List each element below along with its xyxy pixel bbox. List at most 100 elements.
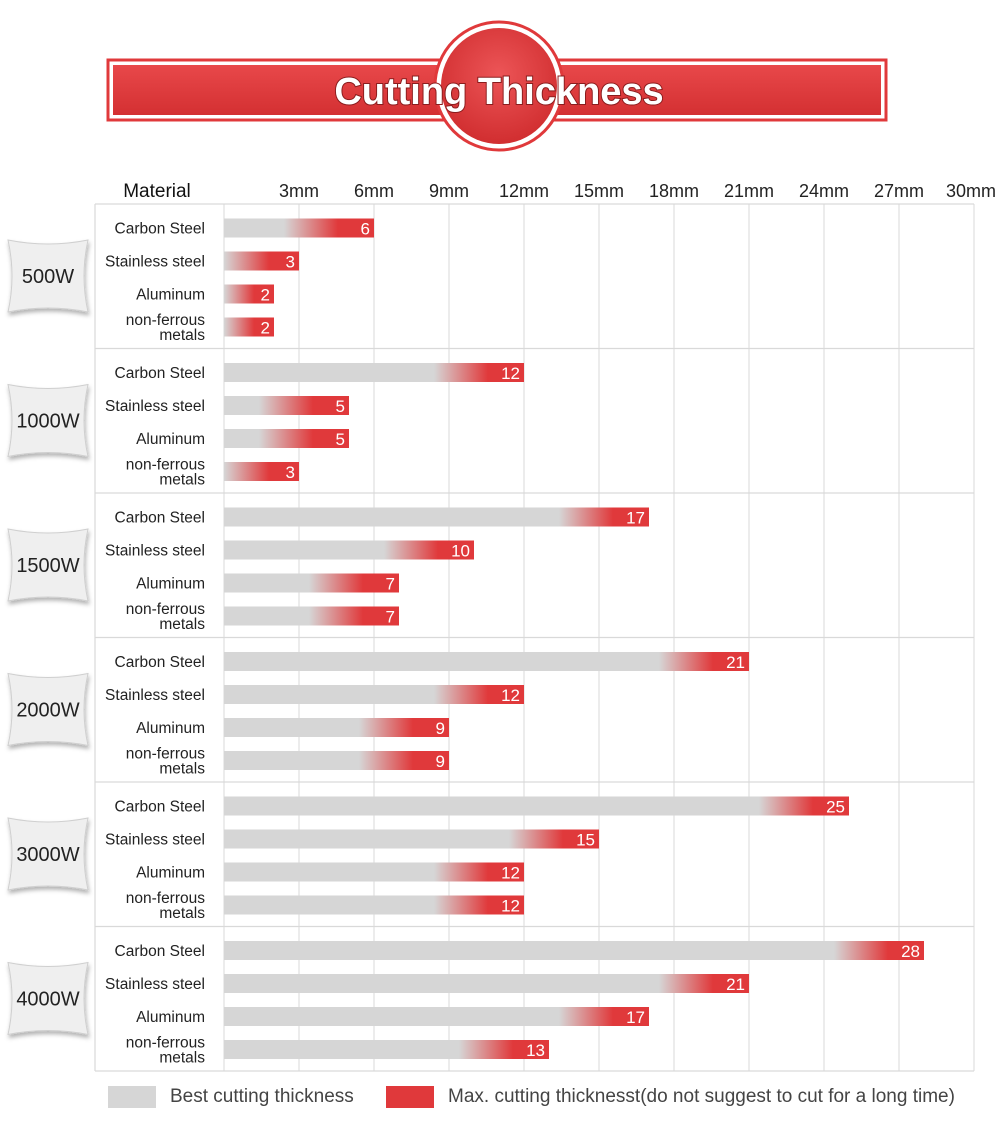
- material-label: non-ferrous: [126, 1035, 206, 1052]
- material-label: Stainless steel: [105, 832, 205, 849]
- x-tick-label: 3mm: [279, 181, 319, 201]
- bar-max: [413, 718, 449, 737]
- material-label: non-ferrous: [126, 746, 206, 763]
- bar-transition: [434, 895, 488, 915]
- bar-value-label: 9: [436, 719, 445, 738]
- bar-transition: [309, 573, 363, 593]
- legend-item-max: Max. cutting thicknesst(do not suggest t…: [386, 1084, 955, 1110]
- bar-value-label: 12: [501, 897, 520, 916]
- bar-value-label: 15: [576, 831, 595, 850]
- x-tick-label: 24mm: [799, 181, 849, 201]
- bar-best: [224, 829, 509, 849]
- legend-swatch-best: [108, 1086, 156, 1108]
- bar-max: [488, 862, 524, 882]
- bar-transition: [509, 829, 563, 849]
- bar-best: [224, 396, 259, 415]
- material-label: metals: [159, 905, 205, 922]
- bar-max: [363, 606, 399, 626]
- bar-transition: [384, 540, 438, 560]
- bar-value-label: 25: [826, 798, 845, 817]
- bar-transition: [434, 363, 488, 382]
- bar-value-label: 12: [501, 864, 520, 883]
- bar-best: [224, 974, 659, 993]
- bar-max: [488, 685, 524, 704]
- bar-value-label: 21: [726, 653, 745, 672]
- material-label: Carbon Steel: [115, 365, 205, 382]
- bar-transition: [259, 429, 313, 448]
- bar-value-label: 9: [436, 752, 445, 771]
- bar-value-label: 13: [526, 1041, 545, 1060]
- material-label: Aluminum: [136, 287, 205, 304]
- bar-max: [488, 363, 524, 382]
- bar-value-label: 12: [501, 364, 520, 383]
- bar-best: [224, 652, 659, 671]
- power-label: 500W: [22, 266, 74, 288]
- bar-max: [363, 573, 399, 593]
- bar-best: [224, 1007, 559, 1026]
- bar-best: [224, 507, 559, 527]
- bar-max: [813, 796, 849, 816]
- x-tick-label: 21mm: [724, 181, 774, 201]
- bar-value-label: 6: [361, 220, 370, 239]
- bar-transition: [559, 507, 613, 527]
- legend-label-best: Best cutting thickness: [170, 1086, 354, 1107]
- x-tick-label: 12mm: [499, 181, 549, 201]
- bar-value-label: 7: [386, 608, 395, 627]
- material-label: metals: [159, 472, 205, 489]
- power-label: 2000W: [16, 700, 79, 722]
- bar-best: [224, 218, 284, 238]
- bar-best: [224, 796, 759, 816]
- bar-transition: [659, 652, 713, 671]
- bar-value-label: 17: [626, 1008, 645, 1027]
- bar-best: [224, 941, 834, 960]
- bar-best: [224, 895, 434, 915]
- banner-circle: [441, 28, 557, 144]
- bar-transition: [224, 317, 254, 337]
- bar-best: [224, 751, 359, 770]
- x-tick-label: 27mm: [874, 181, 924, 201]
- bar-best: [224, 363, 434, 382]
- material-label: Carbon Steel: [115, 510, 205, 527]
- bar-max: [413, 751, 449, 770]
- material-label: Carbon Steel: [115, 221, 205, 238]
- bar-best: [224, 540, 384, 560]
- bar-max: [269, 462, 299, 481]
- bar-max: [713, 652, 749, 671]
- bar-max: [313, 429, 349, 448]
- material-label: non-ferrous: [126, 312, 206, 329]
- bar-transition: [359, 718, 413, 737]
- power-label: 4000W: [16, 989, 79, 1011]
- bar-value-label: 28: [901, 942, 920, 961]
- material-label: Aluminum: [136, 431, 205, 448]
- material-label: metals: [159, 327, 205, 344]
- bar-transition: [559, 1007, 613, 1026]
- power-badge: [7, 239, 89, 313]
- material-label: metals: [159, 616, 205, 633]
- x-tick-label: 15mm: [574, 181, 624, 201]
- bar-value-label: 12: [501, 686, 520, 705]
- material-label: non-ferrous: [126, 457, 206, 474]
- power-badge: [7, 817, 89, 891]
- bar-value-label: 7: [386, 575, 395, 594]
- bar-best: [224, 685, 434, 704]
- power-label: 3000W: [16, 844, 79, 866]
- bar-value-label: 3: [286, 253, 295, 272]
- bar-transition: [224, 462, 269, 481]
- material-label: Stainless steel: [105, 543, 205, 560]
- power-badge: [7, 672, 89, 747]
- bar-transition: [834, 941, 888, 960]
- bar-max: [488, 895, 524, 915]
- bar-max: [338, 218, 374, 238]
- bar-max: [269, 251, 299, 271]
- power-badge: [7, 961, 89, 1036]
- chart-title: Cutting Thickness: [334, 71, 663, 113]
- material-label: Aluminum: [136, 576, 205, 593]
- bar-transition: [359, 751, 413, 770]
- material-label: Aluminum: [136, 720, 205, 737]
- material-label: Stainless steel: [105, 687, 205, 704]
- x-tick-label: 30mm: [946, 181, 996, 201]
- material-label: Aluminum: [136, 1009, 205, 1026]
- bar-transition: [224, 251, 269, 271]
- bar-transition: [659, 974, 713, 993]
- material-label: metals: [159, 761, 205, 778]
